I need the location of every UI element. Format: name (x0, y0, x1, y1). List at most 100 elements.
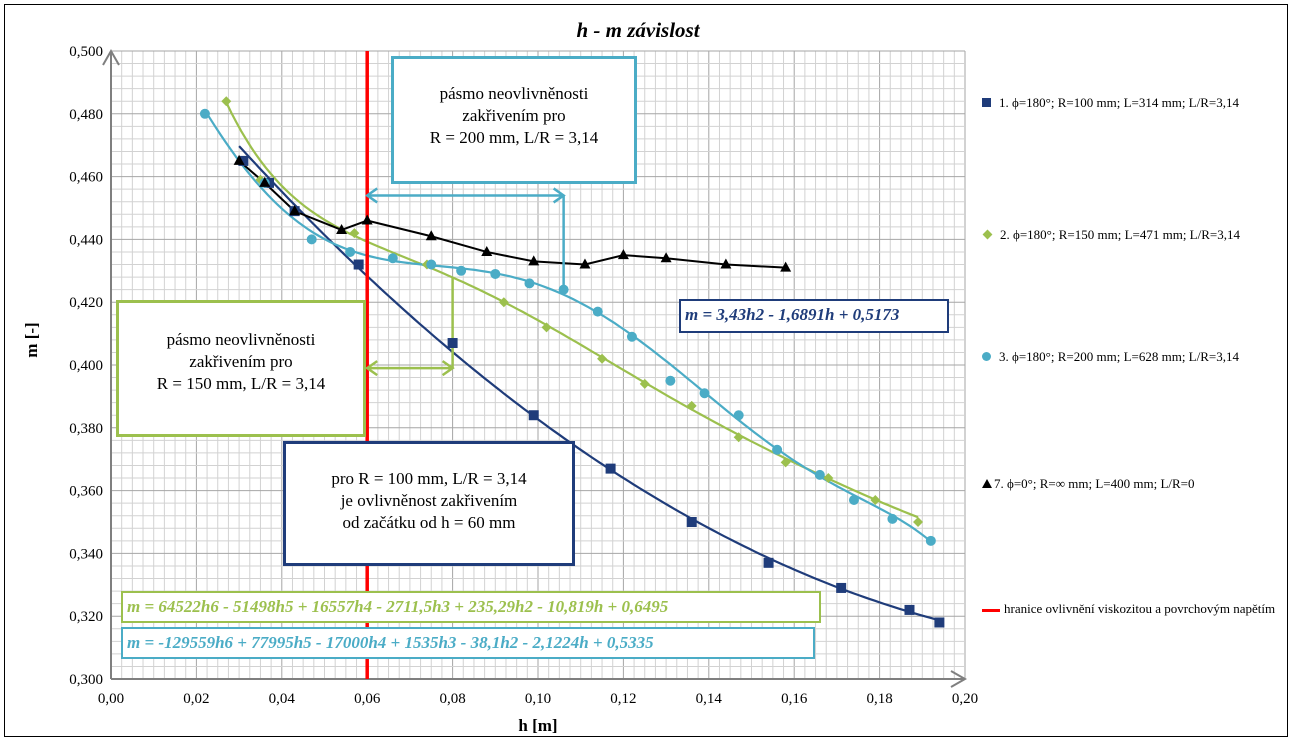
point-series1 (763, 557, 774, 568)
legend-marker-square-icon (982, 98, 991, 107)
x-axis-label: h [m] (518, 716, 557, 735)
y-tick-label: 0,300 (69, 672, 103, 688)
point-series7 (617, 249, 629, 260)
x-tick-label: 0,12 (610, 691, 636, 707)
point-series1 (353, 259, 364, 270)
point-series3 (814, 469, 825, 480)
point-series2 (780, 457, 791, 468)
point-series1 (528, 410, 539, 421)
annotation-box-r150: pásmo neovlivněnosti zakřivením pro R = … (116, 300, 366, 437)
legend-label-boundary: hranice ovlivnění viskozitou a povrchový… (1004, 601, 1276, 616)
x-tick-label: 0,04 (269, 691, 296, 707)
point-series2 (597, 353, 608, 364)
point-series3 (306, 234, 317, 245)
point-series3 (733, 410, 744, 421)
x-tick-label: 0,10 (525, 691, 551, 707)
x-tick-label: 0,00 (98, 691, 124, 707)
y-tick-label: 0,460 (69, 170, 103, 186)
point-series7 (720, 258, 732, 269)
point-series2 (349, 228, 360, 239)
legend-label-series2: 2. ϕ=180°; R=150 mm; L=471 mm; L/R=3,14 (1000, 227, 1240, 242)
point-series2 (913, 517, 924, 527)
chart-frame: h - m závislost 0,00 0,02 0,04 0,06 0,08 0,10… (4, 4, 1288, 737)
point-series3 (772, 444, 783, 455)
point-series2 (686, 400, 697, 411)
point-series3 (699, 388, 710, 399)
y-axis-label: m [-] (22, 322, 41, 357)
x-axis-arrow-icon (950, 670, 968, 688)
point-series1 (904, 604, 915, 615)
box-r100-line1: pro R = 100 mm, L/R = 3,14 (331, 469, 527, 488)
x-tick-label: 0,02 (183, 691, 209, 707)
point-series7 (289, 205, 301, 216)
box-r150-line3: R = 150 mm, L/R = 3,14 (156, 374, 326, 393)
y-tick-label: 0,400 (69, 358, 103, 374)
point-series2 (221, 96, 232, 107)
point-series3 (199, 108, 210, 119)
point-series7 (336, 223, 348, 234)
point-series2 (870, 495, 881, 506)
legend-marker-triangle-icon (982, 479, 992, 488)
box-r100-line2: je ovlivněnost zakřivením (340, 491, 518, 510)
point-series2 (498, 297, 509, 308)
point-series1 (934, 617, 945, 628)
legend-marker-circle-icon (982, 352, 991, 361)
point-series3 (524, 278, 535, 289)
equation-series2: m = 64522h6 - 51498h5 + 16557h4 - 2711,5… (121, 591, 821, 623)
x-tick-label: 0,14 (696, 691, 723, 707)
legend-item-series7: 7. ϕ=0°; R=∞ mm; L=400 mm; L/R=0 (982, 475, 1277, 493)
equation-series1: m = 3,43h2 - 1,6891h + 0,5173 (679, 299, 949, 333)
y-tick-label: 0,440 (69, 232, 103, 248)
legend-item-series2: 2. ϕ=180°; R=150 mm; L=471 mm; L/R=3,14 (982, 226, 1277, 244)
box-r100-line3: od začátku od h = 60 mm (342, 513, 516, 532)
x-tick-label: 0,06 (354, 691, 381, 707)
y-tick-label: 0,480 (69, 107, 103, 123)
y-tick-label: 0,500 (69, 44, 103, 60)
x-tick-label: 0,08 (439, 691, 465, 707)
point-series3 (345, 246, 356, 257)
point-series3 (387, 253, 398, 264)
data-marks (199, 51, 945, 679)
legend-label-series7: 7. ϕ=0°; R=∞ mm; L=400 mm; L/R=0 (994, 476, 1195, 491)
point-series1 (686, 517, 697, 527)
point-series7 (660, 252, 672, 263)
point-series3 (925, 535, 936, 546)
y-tick-label: 0,320 (69, 609, 103, 625)
legend-line-red-icon (982, 608, 1000, 612)
x-tick-label: 0,20 (952, 691, 978, 707)
x-tick-label: 0,18 (866, 691, 892, 707)
point-series2 (733, 432, 744, 443)
annotation-box-r200: pásmo neovlivněnosti zakřivením pro R = … (391, 56, 637, 184)
annotation-box-r100: pro R = 100 mm, L/R = 3,14 je ovlivněnos… (283, 441, 575, 566)
y-tick-label: 0,380 (69, 421, 103, 437)
legend-item-boundary: hranice ovlivnění viskozitou a povrchový… (982, 600, 1277, 618)
point-series7 (481, 245, 493, 256)
y-tick-label: 0,340 (69, 546, 103, 562)
legend-label-series3: 3. ϕ=180°; R=200 mm; L=628 mm; L/R=3,14 (999, 349, 1239, 364)
point-series3 (426, 259, 437, 270)
point-series2 (823, 473, 834, 484)
range-arrow-r200 (365, 187, 566, 204)
point-series3 (626, 331, 637, 342)
point-series2 (541, 322, 552, 333)
point-series2 (639, 378, 650, 389)
point-series7 (425, 230, 437, 241)
point-series7 (361, 214, 373, 225)
point-series3 (665, 375, 676, 386)
point-series1 (238, 155, 249, 166)
point-series7 (233, 154, 245, 165)
point-series3 (592, 306, 603, 317)
point-series7 (780, 261, 792, 272)
point-series1 (605, 463, 616, 474)
legend-item-series1: 1. ϕ=180°; R=100 mm; L=314 mm; L/R=3,14 (982, 94, 1277, 112)
y-tick-label: 0,360 (69, 484, 103, 500)
point-series3 (490, 268, 501, 279)
point-series1 (836, 582, 847, 593)
point-series7 (579, 258, 591, 269)
box-r150-line2: zakřivením pro (189, 352, 293, 371)
y-axis-arrow-icon (102, 48, 120, 66)
point-series7 (259, 176, 271, 187)
point-series7 (528, 255, 540, 266)
point-series3 (558, 284, 569, 295)
legend-item-series3: 3. ϕ=180°; R=200 mm; L=628 mm; L/R=3,14 (982, 348, 1277, 366)
